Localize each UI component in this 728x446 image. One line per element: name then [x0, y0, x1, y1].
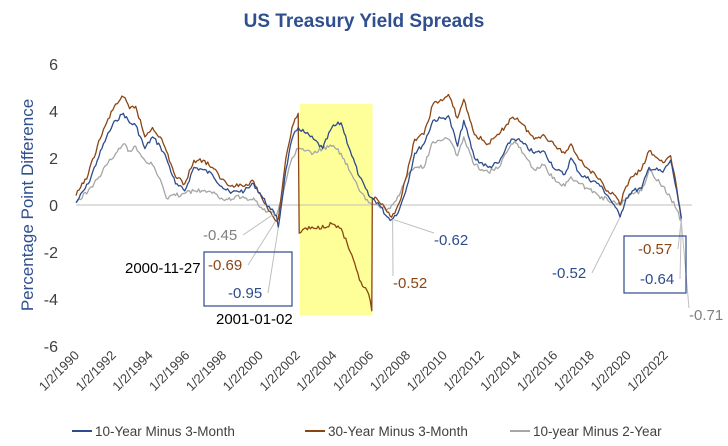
x-tick-label: 1/2/2022 — [624, 348, 670, 394]
series-line-1 — [75, 93, 683, 312]
highlight-rect — [299, 103, 373, 316]
annotation-label: -0.45 — [203, 227, 237, 244]
annotation-label: -0.57 — [638, 241, 672, 258]
highlight-region — [299, 103, 373, 316]
annotation-label: 2001-01-02 — [216, 311, 293, 328]
annotation-leader — [247, 220, 276, 266]
y-tick-label: 4 — [49, 104, 58, 121]
y-axis-label: Percentage Point Difference — [18, 99, 37, 311]
annotation-label: -0.69 — [208, 257, 242, 274]
annotation-box-2022 — [623, 235, 687, 294]
annotation-leader — [267, 227, 279, 294]
annotation-leader — [591, 216, 621, 274]
annotation-label: -0.95 — [228, 285, 262, 302]
annotation-leader — [242, 213, 275, 236]
series-line-2 — [75, 136, 682, 223]
annotation-leader — [393, 219, 435, 234]
y-tick-label: -2 — [44, 245, 58, 262]
series-lines — [75, 93, 683, 312]
chart-title: US Treasury Yield Spreads — [244, 11, 485, 32]
annotation-label: -0.52 — [393, 275, 427, 292]
annotation-box-2000 — [203, 251, 293, 307]
y-tick-label: 0 — [49, 198, 58, 215]
legend-label: 30-Year Minus 3-Month — [328, 424, 468, 439]
annotation-label: -0.52 — [552, 265, 586, 282]
legend: 10-Year Minus 3-Month 30-Year Minus 3-Mon… — [72, 424, 662, 439]
legend-label: 10-Year Minus 3-Month — [95, 424, 235, 439]
annotation-label: -0.71 — [689, 307, 723, 324]
y-axis-ticks: 6 4 2 0 -2 -4 -6 — [44, 57, 58, 356]
annotation-leader — [679, 220, 682, 280]
annotation-leader — [680, 221, 690, 309]
legend-label: 10-year Minus 2-Year — [533, 424, 662, 439]
y-tick-label: -6 — [44, 339, 58, 356]
y-tick-label: -4 — [44, 292, 58, 309]
y-tick-label: 6 — [49, 57, 58, 74]
annotation-label: 2000-11-27 — [125, 260, 201, 277]
annotation-label: -0.62 — [434, 232, 468, 249]
series-line-0 — [75, 112, 683, 228]
y-tick-label: 2 — [49, 151, 58, 168]
annotation-label: -0.64 — [640, 271, 674, 288]
